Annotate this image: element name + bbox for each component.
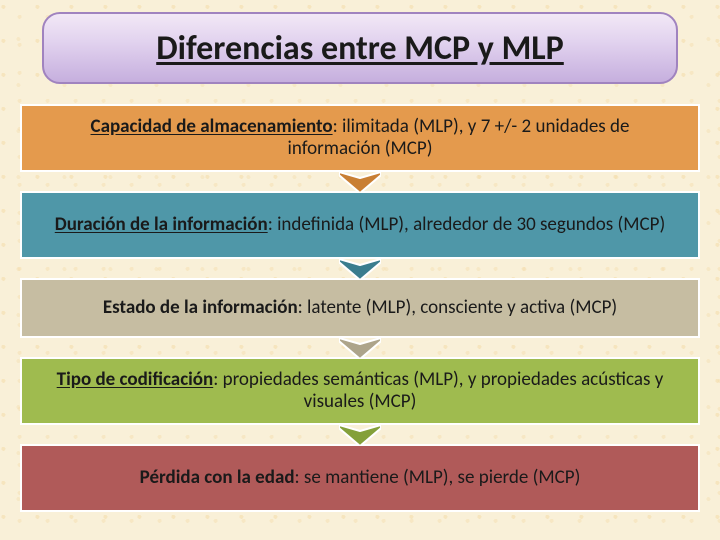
arrow-down-icon [339, 338, 381, 359]
process-step-label-bold: Pérdida con la edad [140, 466, 295, 489]
process-step-4: Tipo de codificación: propiedades semánt… [20, 357, 700, 444]
process-step-label-bold: Tipo de codificación [57, 368, 214, 391]
process-step-text: Capacidad de almacenamiento: ilimitada (… [44, 116, 676, 161]
process-step-box: Estado de la información: latente (MLP),… [20, 278, 700, 338]
process-step-label-rest: : propiedades semánticas (MLP), y propie… [213, 368, 663, 413]
process-step-3: Estado de la información: latente (MLP),… [20, 278, 700, 357]
arrow-down-icon [339, 172, 381, 193]
process-step-2: Duración de la información: indefinida (… [20, 191, 700, 278]
process-step-label-bold: Capacidad de almacenamiento [91, 115, 333, 138]
title-text: Diferencias entre MCP y MLP [156, 28, 564, 69]
process-step-label-rest: : latente (MLP), consciente y activa (MC… [298, 296, 618, 319]
process-step-box: Capacidad de almacenamiento: ilimitada (… [20, 104, 700, 172]
process-step-text: Duración de la información: indefinida (… [55, 214, 665, 236]
arrow-down-icon [339, 425, 381, 446]
process-step-label-bold: Estado de la información [103, 296, 298, 319]
arrow-down-icon [339, 259, 381, 280]
process-step-5: Pérdida con la edad: se mantiene (MLP), … [20, 444, 700, 512]
process-step-label-rest: : ilimitada (MLP), y 7 +/- 2 unidades de… [288, 115, 630, 160]
process-step-text: Estado de la información: latente (MLP),… [103, 297, 617, 319]
process-step-label-bold: Duración de la información [55, 213, 268, 236]
process-step-box: Tipo de codificación: propiedades semánt… [20, 357, 700, 425]
process-step-text: Tipo de codificación: propiedades semánt… [44, 369, 676, 414]
process-step-1: Capacidad de almacenamiento: ilimitada (… [20, 104, 700, 191]
process-step-label-rest: : se mantiene (MLP), se pierde (MCP) [295, 466, 581, 489]
smartart-process-stack: Capacidad de almacenamiento: ilimitada (… [20, 104, 700, 512]
process-step-box: Duración de la información: indefinida (… [20, 191, 700, 259]
process-step-box: Pérdida con la edad: se mantiene (MLP), … [20, 444, 700, 512]
process-step-label-rest: : indefinida (MLP), alrededor de 30 segu… [268, 213, 666, 236]
title-box: Diferencias entre MCP y MLP [42, 12, 678, 84]
process-step-text: Pérdida con la edad: se mantiene (MLP), … [140, 467, 581, 489]
